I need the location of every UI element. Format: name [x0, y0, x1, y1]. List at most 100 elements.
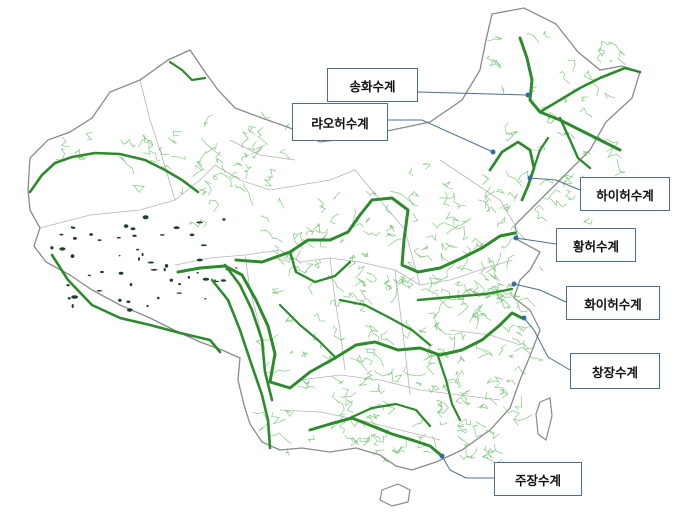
- tributary: [565, 190, 576, 200]
- lake: [59, 233, 64, 236]
- lake: [214, 279, 216, 282]
- tributary: [453, 201, 466, 209]
- tributary: [496, 188, 505, 195]
- tributary: [485, 190, 496, 201]
- tributary: [579, 107, 593, 118]
- lakes: [50, 215, 238, 312]
- tributary: [485, 430, 500, 440]
- tributary: [264, 175, 273, 187]
- tributary: [383, 274, 390, 287]
- tributary: [364, 348, 376, 357]
- lake: [97, 239, 102, 242]
- tributary: [252, 411, 269, 422]
- tributary: [542, 30, 550, 39]
- label-liaohe-system: 랴오허수계: [292, 103, 388, 141]
- tributary: [415, 382, 422, 387]
- tributary: [374, 369, 394, 377]
- tributary: [85, 131, 93, 141]
- lake: [187, 276, 191, 279]
- tributary: [609, 59, 612, 63]
- tributary: [295, 250, 302, 264]
- lake: [135, 248, 140, 251]
- lake: [67, 297, 71, 300]
- tributary: [428, 385, 435, 394]
- tributary: [285, 409, 294, 418]
- tributary: [428, 298, 447, 320]
- lake: [129, 283, 133, 287]
- tributary: [117, 155, 135, 175]
- leader-liaohe: [388, 119, 494, 153]
- han-river: [338, 298, 432, 347]
- lake: [235, 267, 238, 269]
- tributary: [393, 276, 406, 284]
- tributary: [460, 392, 471, 406]
- tributary: [212, 174, 218, 181]
- tributary: [513, 414, 532, 421]
- tributary: [307, 434, 315, 443]
- tributary: [518, 170, 531, 183]
- gan-river: [436, 354, 462, 422]
- leader-zhujiang: [441, 455, 494, 479]
- tributary: [501, 85, 505, 95]
- label-huanghe-system: 황허수계: [556, 228, 636, 262]
- tributary: [393, 446, 402, 454]
- tributary: [394, 374, 403, 384]
- lake: [59, 247, 66, 251]
- tributary: [365, 190, 377, 196]
- tributary: [604, 92, 616, 100]
- tributary: [311, 223, 321, 236]
- tributary: [198, 150, 208, 164]
- lake: [163, 268, 166, 272]
- tributary: [481, 174, 490, 185]
- label-zhujiang-system: 주장수계: [494, 462, 582, 496]
- tributary: [498, 344, 507, 356]
- tributary: [342, 387, 357, 398]
- tributary: [445, 211, 460, 226]
- tributary: [487, 285, 497, 291]
- tributary: [435, 323, 452, 335]
- tributary: [517, 325, 533, 332]
- tributary: [433, 319, 442, 332]
- tributary: [365, 217, 371, 224]
- tributary: [549, 198, 567, 208]
- tributary: [369, 325, 380, 344]
- lake: [200, 244, 207, 247]
- tributary: [333, 192, 341, 200]
- tributary: [339, 421, 346, 434]
- lake: [127, 308, 133, 312]
- lake: [130, 227, 136, 231]
- tributary: [327, 275, 345, 293]
- tributary: [582, 150, 590, 157]
- tributary: [499, 289, 518, 302]
- tributary: [488, 272, 501, 282]
- tributary: [286, 319, 294, 323]
- mouth-marker-liaohe: [490, 149, 496, 155]
- tributary: [271, 288, 284, 295]
- tributary: [471, 313, 486, 319]
- nen-river: [558, 116, 592, 170]
- leader-changjiang: [523, 317, 571, 371]
- lake: [50, 246, 54, 250]
- tributary: [478, 199, 497, 213]
- tributary: [350, 357, 368, 372]
- tributary: [243, 183, 254, 206]
- tributary: [582, 218, 593, 225]
- leader-lines: [388, 91, 581, 479]
- tributary: [459, 218, 472, 226]
- hainan-island: [379, 483, 411, 507]
- tributary: [597, 40, 613, 54]
- tributary: [332, 325, 345, 341]
- tributary: [420, 288, 439, 293]
- tributary: [354, 280, 367, 287]
- mouth-marker-songhua: [525, 92, 531, 98]
- tributary: [442, 181, 453, 190]
- tributary: [261, 215, 269, 223]
- tributary: [420, 255, 433, 261]
- tributary: [356, 354, 373, 366]
- tributary: [371, 433, 380, 440]
- tributary: [365, 324, 379, 338]
- lake: [202, 277, 210, 281]
- tributary: [564, 173, 574, 184]
- tributary: [481, 454, 497, 465]
- leader-huanghe: [515, 237, 557, 245]
